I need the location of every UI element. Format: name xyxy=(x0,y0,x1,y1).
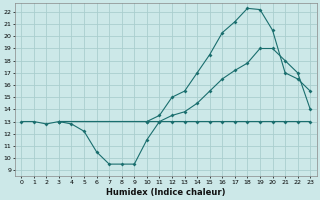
X-axis label: Humidex (Indice chaleur): Humidex (Indice chaleur) xyxy=(106,188,226,197)
